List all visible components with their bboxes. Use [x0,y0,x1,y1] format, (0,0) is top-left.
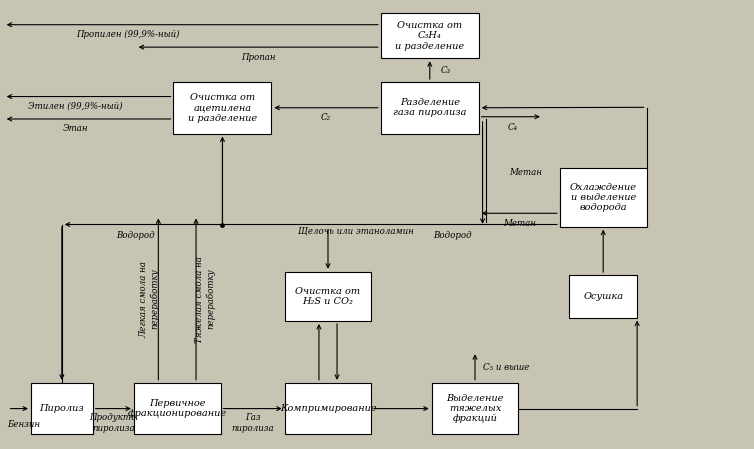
Text: Метан: Метан [503,219,536,228]
Text: Легкая смола на
переработку: Легкая смола на переработку [139,261,159,338]
Text: Выделение
тяжелых
фракций: Выделение тяжелых фракций [446,394,504,423]
Text: Пиролиз: Пиролиз [39,404,84,413]
Bar [381,82,479,134]
Bar [133,383,220,435]
Text: Очистка от
H₂S и CO₂: Очистка от H₂S и CO₂ [296,286,360,306]
Bar [31,383,93,435]
Text: Газ
пиролиза: Газ пиролиза [231,413,274,433]
Text: Бензин: Бензин [8,420,41,429]
Bar [569,275,637,318]
Text: Водород: Водород [433,231,472,240]
Text: Тяжелая смола на
переработку: Тяжелая смола на переработку [195,256,215,343]
Text: Компримирование: Компримирование [280,404,376,413]
Bar [559,168,647,227]
Text: Охлаждение
и выделение
водорода: Охлаждение и выделение водорода [570,183,636,212]
Text: Метан: Метан [509,168,542,177]
Text: Щелочь или этаноламин: Щелочь или этаноламин [298,227,414,236]
Bar [284,272,371,321]
Text: C₅ и выше: C₅ и выше [483,362,529,372]
Text: C₃: C₃ [441,66,451,75]
Text: Пропан: Пропан [241,53,275,62]
Text: Очистка от
C₃H₄
и разделение: Очистка от C₃H₄ и разделение [395,21,464,51]
Text: Водород: Водород [116,231,155,240]
Text: Пропилен (99,9%-ный): Пропилен (99,9%-ный) [76,30,180,39]
Bar [284,383,371,435]
Bar [173,82,271,134]
Text: C₄: C₄ [507,123,518,132]
Text: Очистка от
ацетилена
и разделение: Очистка от ацетилена и разделение [188,93,257,123]
Bar [381,13,479,58]
Text: Продукты
пиролиза: Продукты пиролиза [89,413,138,433]
Text: Этилен (99,9%-ный): Этилен (99,9%-ный) [28,102,123,111]
Text: Разделение
газа пиролиза: Разделение газа пиролиза [393,98,467,118]
Text: Осушка: Осушка [583,292,624,301]
Text: C₂: C₂ [321,113,331,122]
Text: Этан: Этан [63,124,88,133]
Text: Первичное
фракционирование: Первичное фракционирование [127,399,227,418]
Bar [431,383,519,435]
